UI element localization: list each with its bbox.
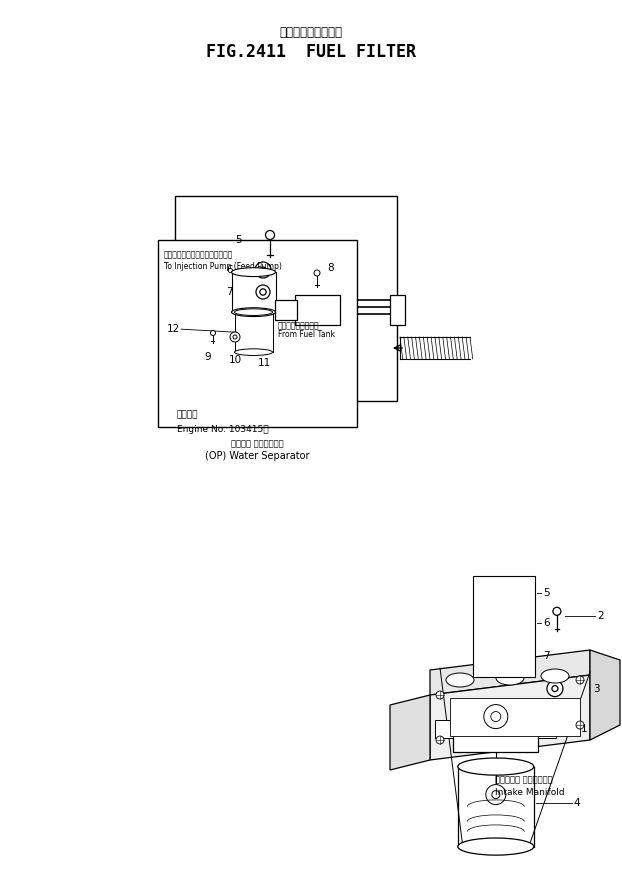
Text: 3: 3 (593, 684, 600, 693)
Ellipse shape (541, 669, 569, 683)
Polygon shape (430, 650, 590, 695)
Circle shape (493, 621, 499, 626)
Circle shape (490, 616, 503, 630)
Bar (295, 295, 340, 325)
Text: From Fuel Tank: From Fuel Tank (277, 330, 335, 339)
Text: 9: 9 (205, 352, 211, 362)
Circle shape (552, 685, 558, 691)
Text: ウォータ セパレーター: ウォータ セパレーター (231, 439, 284, 448)
Text: 1: 1 (580, 724, 587, 734)
Text: (OP) Water Separator: (OP) Water Separator (205, 451, 310, 461)
Bar (453, 706, 538, 752)
Circle shape (230, 332, 240, 342)
Polygon shape (590, 650, 620, 740)
Polygon shape (390, 695, 430, 770)
Text: To Injection Pump (Feed Pump): To Injection Pump (Feed Pump) (164, 262, 282, 271)
Circle shape (492, 791, 500, 799)
Ellipse shape (234, 309, 272, 315)
Ellipse shape (234, 349, 272, 355)
Circle shape (553, 608, 561, 615)
Bar (275, 300, 297, 320)
Circle shape (436, 736, 444, 744)
Circle shape (260, 267, 266, 273)
Text: 4: 4 (574, 798, 580, 808)
Circle shape (233, 335, 237, 339)
Text: 適用号策: 適用号策 (177, 410, 198, 420)
Ellipse shape (458, 838, 534, 856)
Text: 5: 5 (543, 588, 550, 598)
Text: インテーク マニホールド: インテーク マニホールド (495, 775, 552, 784)
Circle shape (484, 705, 508, 729)
Text: Intake Manifold: Intake Manifold (495, 788, 565, 797)
Circle shape (266, 230, 274, 239)
Circle shape (491, 711, 501, 722)
Ellipse shape (231, 308, 276, 317)
Circle shape (490, 650, 503, 663)
Text: Engine No. 103415～: Engine No. 103415～ (177, 424, 269, 434)
Text: 11: 11 (258, 358, 271, 368)
Ellipse shape (446, 673, 474, 687)
Bar (435, 720, 453, 738)
Ellipse shape (496, 671, 524, 685)
Bar (390, 295, 405, 325)
Circle shape (547, 681, 563, 697)
Bar (158, 240, 357, 427)
Circle shape (576, 676, 584, 684)
Text: 射射ポンプ（フィードポンプ）へ: 射射ポンプ（フィードポンプ）へ (164, 250, 233, 259)
Bar (473, 576, 535, 677)
Circle shape (436, 691, 444, 699)
Polygon shape (430, 675, 590, 760)
Text: 10: 10 (228, 355, 241, 365)
Text: 6: 6 (226, 265, 233, 275)
Text: FIG.2411  FUEL FILTER: FIG.2411 FUEL FILTER (206, 43, 416, 61)
Circle shape (256, 285, 270, 299)
Text: 2: 2 (597, 611, 603, 622)
Circle shape (255, 262, 271, 278)
Bar (538, 720, 556, 738)
Circle shape (210, 331, 215, 335)
Ellipse shape (458, 758, 534, 775)
Text: 8: 8 (327, 263, 333, 273)
Text: 5: 5 (235, 235, 242, 245)
Circle shape (486, 785, 506, 805)
Circle shape (314, 270, 320, 276)
Text: フェエル　フィルタ: フェエル フィルタ (279, 25, 343, 38)
Circle shape (576, 721, 584, 729)
Circle shape (495, 585, 503, 592)
Text: 7: 7 (543, 651, 550, 662)
Text: 6: 6 (543, 618, 550, 629)
Ellipse shape (231, 268, 276, 277)
Circle shape (260, 289, 266, 295)
Text: フェエルタンクから: フェエルタンクから (277, 321, 319, 331)
Text: 12: 12 (167, 324, 180, 334)
Bar (450, 698, 580, 736)
Text: 7: 7 (226, 287, 233, 297)
Circle shape (493, 653, 499, 660)
Bar (175, 196, 397, 401)
